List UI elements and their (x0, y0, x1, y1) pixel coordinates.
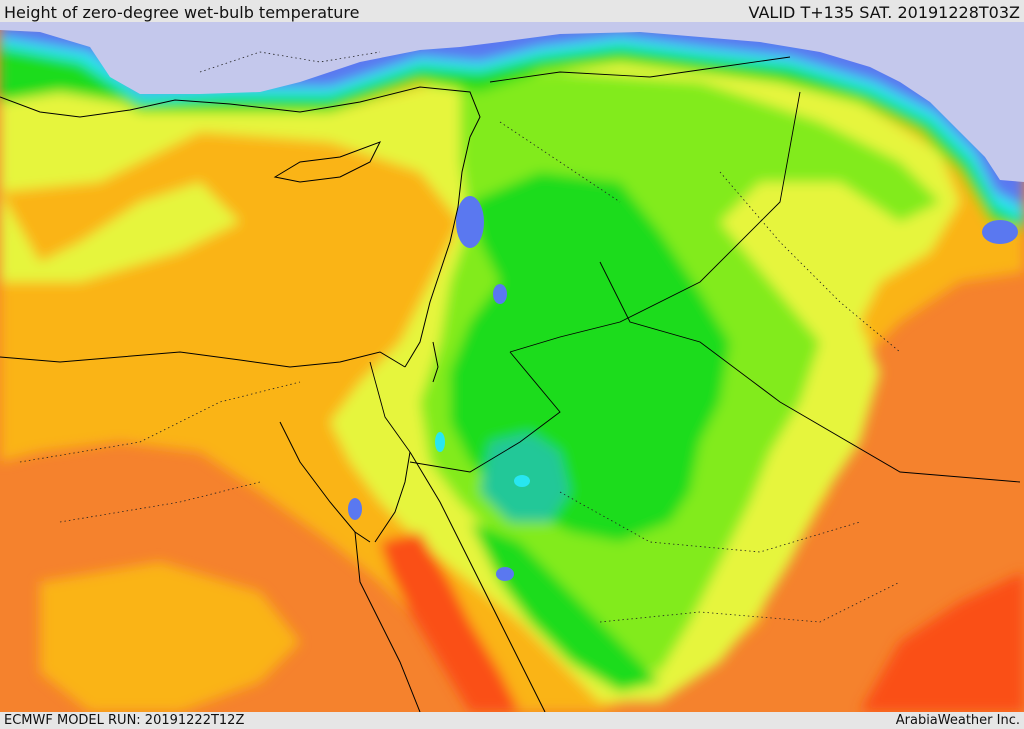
yellow-coast-field (0, 182, 240, 282)
jordan-iraq-border (509, 91, 801, 353)
saudi-internal-2 (599, 581, 901, 623)
turkey-internal (199, 51, 381, 73)
valid-time: VALID T+135 SAT. 20191228T03Z (748, 3, 1020, 22)
red-sea-east (409, 451, 546, 712)
zagros-blue (982, 220, 1018, 244)
sinai-border (369, 361, 411, 453)
amber-field-south (40, 562, 300, 712)
turkey-coast (0, 86, 481, 138)
map-title: Height of zero-degree wet-bulb temperatu… (4, 3, 360, 22)
gulf-of-aqaba (374, 451, 411, 543)
sinai-blue (348, 498, 362, 520)
credit: ArabiaWeather Inc. (895, 713, 1020, 728)
egypt-internal-1 (19, 381, 301, 463)
jordan-cyan (514, 475, 530, 487)
red-orange-se-field (860, 572, 1024, 712)
gulf-of-suez (279, 421, 371, 543)
iraq-saudi-border (599, 261, 1021, 483)
green-redsea-field (470, 522, 660, 692)
cyprus-outline (273, 141, 382, 183)
red-sea-west (354, 531, 421, 712)
syria-internal (499, 121, 621, 203)
high-elevation-gray-region (0, 22, 1024, 182)
egypt-coast (0, 351, 406, 368)
blue-blobs (348, 196, 1018, 581)
egypt-internal-2 (59, 481, 261, 523)
footer-bar: ECMWF MODEL RUN: 20191222T12Z ArabiaWeat… (0, 712, 1024, 729)
coastlines (0, 86, 546, 712)
header-bar: Height of zero-degree wet-bulb temperatu… (0, 0, 1024, 22)
red-orange-redsea-field (380, 532, 520, 712)
internal-borders (19, 51, 901, 623)
hejaz-blue (496, 567, 514, 581)
cyan-blobs (435, 432, 530, 487)
saudi-internal-1 (559, 491, 861, 553)
model-run: ECMWF MODEL RUN: 20191222T12Z (4, 713, 245, 728)
iraq-internal (719, 171, 901, 353)
levant-coast (404, 136, 471, 368)
saudi-jordan-border (409, 351, 561, 473)
weather-map (0, 22, 1024, 712)
political-borders (369, 56, 1021, 483)
dead-sea (432, 341, 439, 383)
turkey-syria-border (489, 56, 791, 83)
hermon-blue (493, 284, 507, 304)
aqaba-cyan (435, 432, 445, 452)
lebanon-blue (456, 196, 484, 248)
